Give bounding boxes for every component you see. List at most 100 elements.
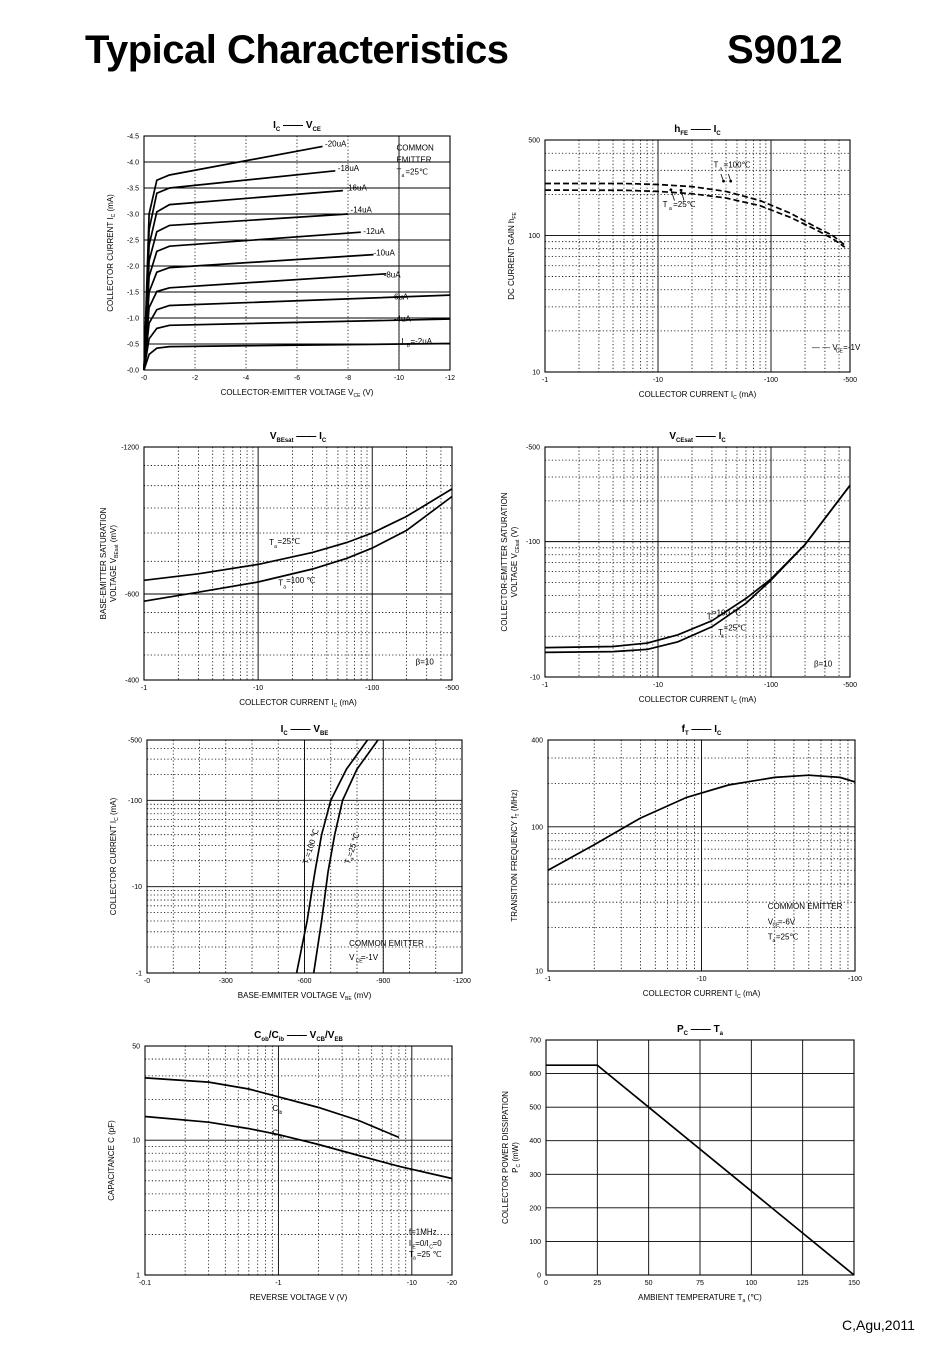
y-axis-label: COLLECTOR CURRENT IC (mA)	[106, 194, 117, 312]
plot-frame	[143, 135, 451, 371]
x-tick-label: 75	[696, 1280, 704, 1287]
series-line	[547, 774, 856, 871]
x-tick-label: -1	[141, 685, 147, 692]
annotation-label: =100℃	[724, 160, 751, 169]
series-line	[144, 1115, 453, 1180]
y-tick-label: 10	[132, 1138, 140, 1145]
series-line	[144, 1077, 400, 1139]
chart-title: IC —— VBE	[281, 724, 329, 737]
annotation-label: a	[719, 166, 722, 172]
annotation-arrowhead	[722, 179, 725, 183]
y-tick-label: 50	[132, 1044, 140, 1051]
annotation-arrow	[680, 190, 685, 201]
annotation-label: a	[402, 173, 405, 179]
y-tick-label: -500	[128, 738, 142, 745]
annotation-label: C	[429, 1245, 433, 1251]
x-axis-label: COLLECTOR CURRENT IC (mA)	[239, 698, 357, 709]
y-tick-label: -2.0	[127, 264, 139, 271]
annotation-label: f=1MHz	[409, 1227, 437, 1236]
y-tick-label: -3.0	[127, 212, 139, 219]
annotation-label: =25℃	[776, 933, 799, 942]
annotation-label: =100 ℃	[712, 608, 741, 617]
annotation-label: T	[269, 538, 274, 547]
annotation-label: β=10	[814, 659, 833, 668]
annotation-label: V	[768, 918, 774, 927]
footer-note: C,Agu,2011	[842, 1317, 915, 1333]
x-tick-label: -10	[696, 976, 706, 983]
chart-title: fT —— IC	[682, 724, 722, 737]
chart-ic-vbe: -0 -300 -600 -900 -1200 -1 -10 -100 -500 COMMON E…	[109, 724, 471, 1002]
annotation-label: a	[721, 634, 724, 640]
y-axis-label: TRANSITION FREQUENCY fT (MHz)	[510, 789, 521, 922]
y-axis-label-line2: VOLTAGE VBEsat (mV)	[109, 525, 120, 602]
plot-frame	[143, 446, 453, 681]
x-axis-label: COLLECTOR CURRENT IC (mA)	[643, 989, 761, 1000]
annotation-label: -12uA	[363, 227, 385, 236]
series-line	[143, 488, 453, 582]
y-axis-label-line2: VOLTAGE VCEsat (V)	[510, 526, 521, 597]
y-tick-label: 1	[136, 1273, 140, 1280]
y-tick-label: 500	[529, 1105, 541, 1112]
series-line	[295, 739, 369, 974]
annotation-label: Ta=25 ℃	[343, 832, 363, 866]
annotation-label: a	[709, 619, 712, 625]
series-line	[143, 253, 374, 371]
annotation-label: T	[663, 200, 668, 209]
x-tick-label: -500	[843, 377, 857, 384]
y-tick-label: -2.5	[127, 238, 139, 245]
x-tick-label: 150	[848, 1280, 860, 1287]
y-tick-label: -1	[136, 971, 142, 978]
annotation-label: -8uA	[384, 270, 402, 279]
y-tick-label: -100	[128, 798, 142, 805]
chart-ft-ic: -1 -10 -100 10 100 400 COMMON EMITTER V CE=-6V T a…	[510, 724, 862, 1000]
chart-title: VBEsat —— IC	[270, 431, 327, 444]
y-tick-label: 700	[529, 1038, 541, 1045]
plot-frame	[547, 739, 856, 972]
x-tick-label: 100	[745, 1280, 757, 1287]
annotation-label: ib	[278, 1110, 282, 1116]
y-tick-label: -3.5	[127, 186, 139, 193]
x-tick-label: -1	[545, 976, 551, 983]
series-line	[545, 182, 846, 246]
annotation-label: CE	[356, 959, 364, 965]
y-tick-label: -4.0	[127, 160, 139, 167]
annotation-label: T	[409, 1250, 414, 1259]
annotation-label: V	[349, 953, 355, 962]
x-tick-label: 0	[544, 1280, 548, 1287]
annotation-label: a	[283, 584, 286, 590]
y-tick-label: 600	[529, 1071, 541, 1078]
annotation-label: -10uA	[374, 249, 396, 258]
x-tick-label: -10	[407, 1280, 417, 1287]
y-tick-label: -4.5	[127, 134, 139, 141]
annotation-label: -16uA	[345, 184, 367, 193]
y-tick-label: -500	[526, 445, 540, 452]
series-line	[143, 231, 361, 371]
annotation-label: E	[412, 1245, 416, 1251]
x-axis-label: COLLECTOR CURRENT IC (mA)	[639, 695, 757, 706]
x-tick-label: 25	[593, 1280, 601, 1287]
x-tick-label: -100	[764, 682, 778, 689]
x-tick-label: -500	[445, 685, 459, 692]
series-line	[143, 145, 323, 371]
y-tick-label: -0.5	[127, 342, 139, 349]
x-tick-label: -10	[653, 377, 663, 384]
chart-title: IC —— VCE	[273, 120, 321, 133]
annotation-label: =-1V	[843, 343, 861, 352]
x-axis-label: COLLECTOR-EMITTER VOLTAGE VCE (V)	[221, 388, 374, 399]
x-tick-label: -100	[764, 377, 778, 384]
annotation-label: T	[396, 167, 401, 176]
y-tick-label: 300	[529, 1172, 541, 1179]
y-axis-label: COLLECTOR-EMITTER SATURATION	[500, 492, 509, 631]
annotation-label: -14uA	[351, 205, 373, 214]
plot-frame	[146, 739, 463, 974]
series-line	[143, 169, 336, 371]
y-tick-label: -100	[526, 539, 540, 546]
annotation-label: -4uA	[394, 315, 412, 324]
x-tick-label: -900	[376, 978, 390, 985]
series-line	[544, 484, 851, 649]
annotation-label: =-1V	[361, 953, 379, 962]
annotation-arrowhead	[669, 188, 673, 192]
x-tick-label: -100	[365, 685, 379, 692]
annotation-label: a	[274, 544, 277, 550]
